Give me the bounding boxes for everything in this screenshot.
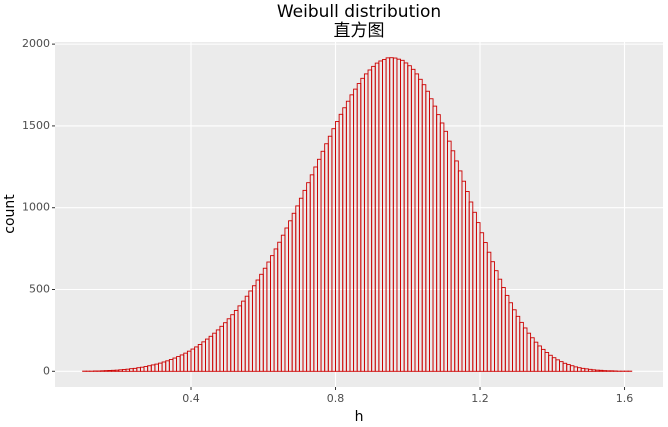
chart-subtitle: 直方图 [334, 21, 385, 41]
y-tick-label: 1000 [22, 201, 50, 214]
x-axis-title: h [355, 409, 364, 425]
axes: 0 500 1000 1500 2000 0.4 0.8 1.2 1.6 [22, 37, 633, 405]
y-tick-label: 1500 [22, 119, 50, 132]
x-tick-label: 0.4 [182, 392, 200, 405]
y-tick-label: 0 [43, 364, 50, 377]
x-tick-label: 1.2 [471, 392, 489, 405]
x-tick-label: 0.8 [327, 392, 345, 405]
y-axis-title: count [2, 194, 18, 234]
panel-background [55, 42, 663, 387]
bar [107, 370, 112, 372]
bar [602, 370, 607, 372]
grid [55, 42, 663, 387]
bars [82, 57, 633, 372]
y-tick-label: 2000 [22, 37, 50, 50]
x-tick-label: 1.6 [616, 392, 634, 405]
bar [103, 370, 109, 372]
chart-title: Weibull distribution [277, 2, 441, 22]
y-tick-label: 500 [29, 283, 50, 296]
